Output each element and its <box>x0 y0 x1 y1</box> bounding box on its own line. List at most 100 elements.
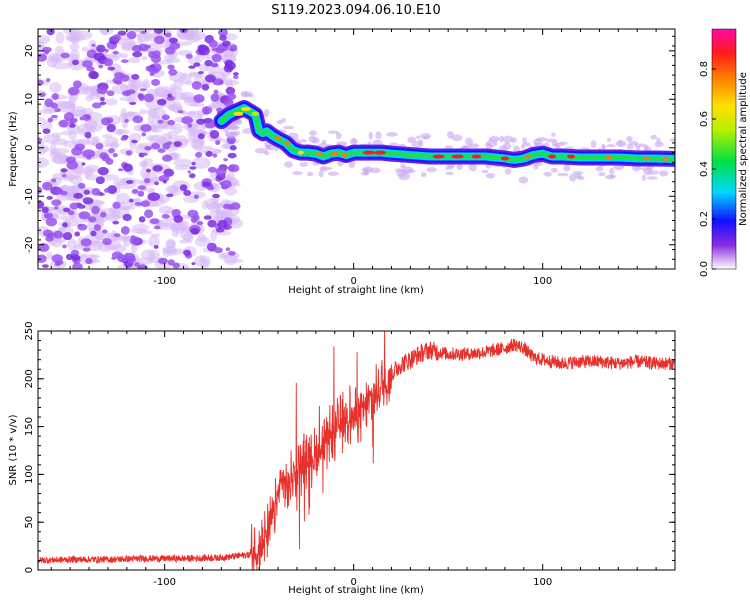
noise-dot <box>191 262 196 266</box>
noise-dot <box>215 140 221 146</box>
noise-blob <box>191 157 211 169</box>
noise-dot <box>149 218 160 225</box>
noise-dot <box>220 184 229 190</box>
noise-dot <box>125 150 133 156</box>
noise-dot <box>96 192 102 196</box>
noise-dot <box>227 204 235 210</box>
noise-dot <box>65 253 74 261</box>
noise-dot <box>141 132 147 137</box>
noise-blob <box>104 98 118 106</box>
noise-dot <box>134 201 143 206</box>
ridge-halo <box>606 137 612 142</box>
colorbar-tick-label: 0.2 <box>699 211 710 227</box>
noise-dot <box>207 243 215 250</box>
noise-dot <box>62 207 71 213</box>
ridge-halo <box>363 170 370 176</box>
ridge-halo <box>484 142 491 147</box>
noise-dot <box>121 59 129 64</box>
noise-dot <box>140 200 151 207</box>
ridge-halo <box>264 108 270 116</box>
noise-dot <box>140 30 147 35</box>
top-y-tick-label: -20 <box>24 237 35 253</box>
noise-blob <box>141 55 148 61</box>
ridge-halo <box>299 162 308 167</box>
noise-dot <box>68 86 80 96</box>
top-y-tick-label: 0 <box>24 145 35 151</box>
ridge-halo <box>308 130 317 136</box>
ridge-halo <box>375 131 382 140</box>
bottom-y-tick-label: 200 <box>24 369 35 388</box>
noise-blob <box>62 140 78 148</box>
ridge-halo <box>426 166 437 173</box>
noise-dot <box>46 78 51 83</box>
noise-blob <box>139 109 147 115</box>
noise-dot <box>137 190 145 197</box>
noise-dot <box>107 66 116 71</box>
ridge-halo <box>546 138 557 143</box>
noise-dot <box>187 170 191 174</box>
noise-dot <box>213 89 219 94</box>
noise-dot <box>45 235 54 242</box>
ridge-halo <box>535 137 548 142</box>
noise-dot <box>51 92 59 100</box>
ridge-hotspot <box>374 150 387 155</box>
noise-dot <box>212 193 220 199</box>
noise-dot <box>138 95 145 102</box>
noise-dot <box>128 198 134 203</box>
noise-dot <box>126 31 137 40</box>
ridge-hotspot <box>251 111 260 116</box>
noise-blob <box>186 30 206 41</box>
ridge-halo <box>386 131 398 137</box>
noise-dot <box>67 210 75 216</box>
ridge-halo <box>544 142 549 148</box>
noise-dot <box>54 187 63 195</box>
noise-dot <box>91 205 100 215</box>
ridge-halo <box>499 135 504 143</box>
spectrogram-plot-area <box>38 29 675 269</box>
noise-dot <box>140 124 152 133</box>
noise-dot <box>144 146 152 151</box>
noise-dot <box>225 247 231 252</box>
noise-blob <box>70 49 80 62</box>
noise-dot <box>95 142 104 150</box>
bottom-y-tick-label: 100 <box>24 465 35 484</box>
noise-blob <box>103 143 120 148</box>
noise-dot <box>187 123 193 128</box>
noise-dot <box>111 251 123 259</box>
noise-blob <box>224 186 238 196</box>
noise-blob <box>38 35 51 45</box>
ridge-hotspot <box>548 154 557 159</box>
noise-dot <box>85 257 93 265</box>
noise-dot <box>192 214 200 221</box>
noise-blob <box>88 254 100 259</box>
ridge-halo <box>321 166 333 171</box>
noise-dot <box>131 188 139 194</box>
noise-dot <box>188 173 196 179</box>
noise-dot <box>223 64 234 73</box>
noise-dot <box>125 92 130 96</box>
noise-dot <box>179 184 188 191</box>
ridge-halo <box>626 143 634 150</box>
ridge-halo <box>416 135 421 140</box>
noise-dot <box>153 245 159 249</box>
noise-dot <box>63 112 75 122</box>
noise-dot <box>74 231 81 237</box>
noise-blob <box>38 108 57 115</box>
noise-dot <box>153 29 164 34</box>
ridge-halo <box>468 143 480 148</box>
noise-blob <box>226 172 235 182</box>
noise-dot <box>99 152 109 160</box>
ridge-halo <box>318 170 324 178</box>
ridge-hotspot <box>362 150 375 155</box>
noise-dot <box>106 123 116 133</box>
ridge-halo <box>306 171 314 177</box>
noise-blob <box>49 82 62 93</box>
noise-blob <box>136 33 144 45</box>
noise-dot <box>167 259 175 266</box>
noise-dot <box>42 229 53 237</box>
noise-dot <box>112 34 121 42</box>
noise-dot <box>99 101 107 106</box>
ridge-halo <box>451 134 463 142</box>
top-x-axis-label: Height of straight line (km) <box>288 285 424 296</box>
bottom-panel-ticks: -100 0 100 0 50 100 150 200 250 <box>24 321 676 588</box>
